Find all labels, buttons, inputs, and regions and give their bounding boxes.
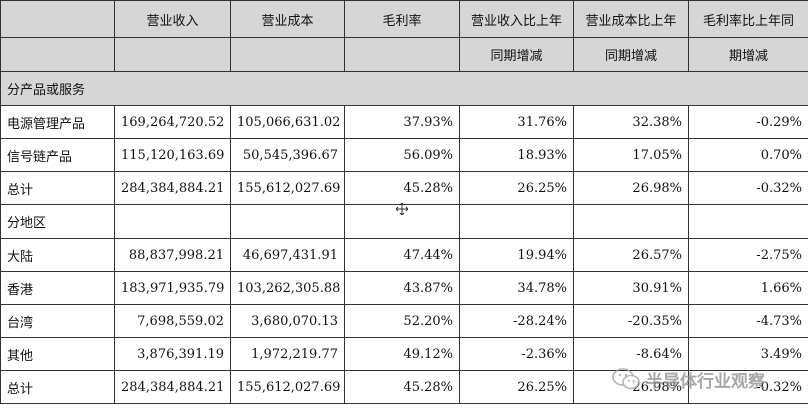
row-label: 总计 bbox=[0, 370, 115, 404]
cell-margin: 52.20% bbox=[344, 304, 460, 338]
cell-revenue-yoy: 34.78% bbox=[459, 271, 574, 305]
cell-margin-yoy: -4.73% bbox=[688, 304, 808, 338]
cell-revenue: 7,698,559.02 bbox=[114, 304, 231, 338]
cell-margin-yoy: 1.66% bbox=[688, 271, 808, 305]
cell-revenue-yoy: -2.36% bbox=[459, 337, 574, 371]
cell-cost-yoy: 26.57% bbox=[573, 238, 689, 272]
header-cost-yoy: 营业成本比上年 bbox=[573, 0, 689, 38]
cell-margin-yoy: 3.49% bbox=[688, 337, 808, 371]
cell-revenue: 3,876,391.19 bbox=[114, 337, 231, 371]
section-empty-cell bbox=[230, 204, 345, 239]
cell-revenue-yoy: 31.76% bbox=[459, 105, 574, 139]
cell-revenue: 284,384,884.21 bbox=[114, 370, 231, 404]
cell-cost: 155,612,027.69 bbox=[230, 370, 345, 404]
cell-cost-yoy: -8.64% bbox=[573, 337, 689, 371]
cell-margin: 45.28% bbox=[344, 171, 460, 205]
cell-margin: 47.44% bbox=[344, 238, 460, 272]
product-rows: 电源管理产品 169,264,720.52 105,066,631.02 37.93%… bbox=[0, 105, 808, 205]
header-revenue: 营业收入 bbox=[114, 0, 231, 38]
header-cost: 营业成本 bbox=[230, 0, 345, 38]
cell-cost-yoy: 26.98% bbox=[573, 171, 689, 205]
cell-margin-yoy: -2.75% bbox=[688, 238, 808, 272]
cell-margin-yoy: 0.70% bbox=[688, 138, 808, 172]
watermark-text: 半导体行业观察 bbox=[646, 371, 765, 392]
cell-cost: 155,612,027.69 bbox=[230, 171, 345, 205]
row-label: 其他 bbox=[0, 337, 115, 371]
cell-cost-yoy: 32.38% bbox=[573, 105, 689, 139]
watermark: 半导体行业观察 bbox=[612, 364, 808, 394]
cell-revenue: 284,384,884.21 bbox=[114, 171, 231, 205]
section-empty-cell bbox=[573, 204, 689, 239]
cell-margin: 43.87% bbox=[344, 271, 460, 305]
cell-margin: 45.28% bbox=[344, 370, 460, 404]
wechat-icon bbox=[612, 368, 640, 390]
cell-cost-yoy: 17.05% bbox=[573, 138, 689, 172]
cell-cost: 103,262,305.88 bbox=[230, 271, 345, 305]
table-row-region: 香港 183,971,935.79 103,262,305.88 43.87% 34.7… bbox=[0, 271, 808, 305]
header-sub-cost-yoy: 同期增减 bbox=[573, 37, 689, 72]
cell-revenue: 169,264,720.52 bbox=[114, 105, 231, 139]
table-row-product: 总计 284,384,884.21 155,612,027.69 45.28% 26.2… bbox=[0, 171, 808, 205]
cell-revenue-yoy: -28.24% bbox=[459, 304, 574, 338]
cell-margin: 56.09% bbox=[344, 138, 460, 172]
cell-margin: 37.93% bbox=[344, 105, 460, 139]
header-margin: 毛利率 bbox=[344, 0, 460, 38]
header-row: 营业收入 营业成本 毛利率 营业收入比上年 营业成本比上年 毛利率比上年同 bbox=[0, 0, 808, 38]
row-label: 总计 bbox=[0, 171, 115, 205]
section-label-product: 分产品或服务 bbox=[0, 71, 808, 106]
region-rows: 大陆 88,837,998.21 46,697,431.91 47.44% 19.94%… bbox=[0, 238, 808, 404]
cell-cost: 105,066,631.02 bbox=[230, 105, 345, 139]
table-row-region: 大陆 88,837,998.21 46,697,431.91 47.44% 19.94%… bbox=[0, 238, 808, 272]
header-sub-empty bbox=[230, 37, 345, 72]
cell-margin: 49.12% bbox=[344, 337, 460, 371]
financial-table: 营业收入 营业成本 毛利率 营业收入比上年 营业成本比上年 毛利率比上年同 同期… bbox=[0, 0, 808, 404]
cell-cost-yoy: 30.91% bbox=[573, 271, 689, 305]
cell-revenue: 88,837,998.21 bbox=[114, 238, 231, 272]
row-label: 香港 bbox=[0, 271, 115, 305]
cell-revenue-yoy: 26.25% bbox=[459, 171, 574, 205]
cell-revenue: 115,120,163.69 bbox=[114, 138, 231, 172]
cell-revenue: 183,971,935.79 bbox=[114, 271, 231, 305]
header-sub-empty bbox=[114, 37, 231, 72]
section-label-region: 分地区 bbox=[0, 204, 115, 239]
header-sub-empty bbox=[344, 37, 460, 72]
header-subrow: 同期增减 同期增减 期增减 bbox=[0, 37, 808, 72]
cell-margin-yoy: -0.32% bbox=[688, 370, 808, 404]
header-corner bbox=[0, 0, 115, 38]
cell-revenue-yoy: 26.25% bbox=[459, 370, 574, 404]
header-sub-margin-yoy: 期增减 bbox=[688, 37, 808, 72]
header-sub-empty bbox=[0, 37, 115, 72]
table-row-product: 电源管理产品 169,264,720.52 105,066,631.02 37.93%… bbox=[0, 105, 808, 139]
table-row-region: 台湾 7,698,559.02 3,680,070.13 52.20% -28.24% -… bbox=[0, 304, 808, 338]
cell-margin-yoy: -0.29% bbox=[688, 105, 808, 139]
row-label: 大陆 bbox=[0, 238, 115, 272]
row-label: 台湾 bbox=[0, 304, 115, 338]
cell-revenue-yoy: 19.94% bbox=[459, 238, 574, 272]
cell-cost-yoy: -20.35% bbox=[573, 304, 689, 338]
cell-margin-yoy: -0.32% bbox=[688, 171, 808, 205]
section-empty-cell bbox=[688, 204, 808, 239]
section-empty-cell bbox=[114, 204, 231, 239]
row-label: 电源管理产品 bbox=[0, 105, 115, 139]
cell-cost: 46,697,431.91 bbox=[230, 238, 345, 272]
header-margin-yoy: 毛利率比上年同 bbox=[688, 0, 808, 38]
section-row-product: 分产品或服务 bbox=[0, 71, 808, 106]
row-label: 信号链产品 bbox=[0, 138, 115, 172]
cell-cost: 3,680,070.13 bbox=[230, 304, 345, 338]
section-empty-cell bbox=[459, 204, 574, 239]
cell-cost: 50,545,396.67 bbox=[230, 138, 345, 172]
cell-cost: 1,972,219.77 bbox=[230, 337, 345, 371]
header-revenue-yoy: 营业收入比上年 bbox=[459, 0, 574, 38]
table-row-product: 信号链产品 115,120,163.69 50,545,396.67 56.09% 18… bbox=[0, 138, 808, 172]
header-sub-revenue-yoy: 同期增减 bbox=[459, 37, 574, 72]
move-cursor-icon bbox=[396, 203, 408, 215]
cell-revenue-yoy: 18.93% bbox=[459, 138, 574, 172]
